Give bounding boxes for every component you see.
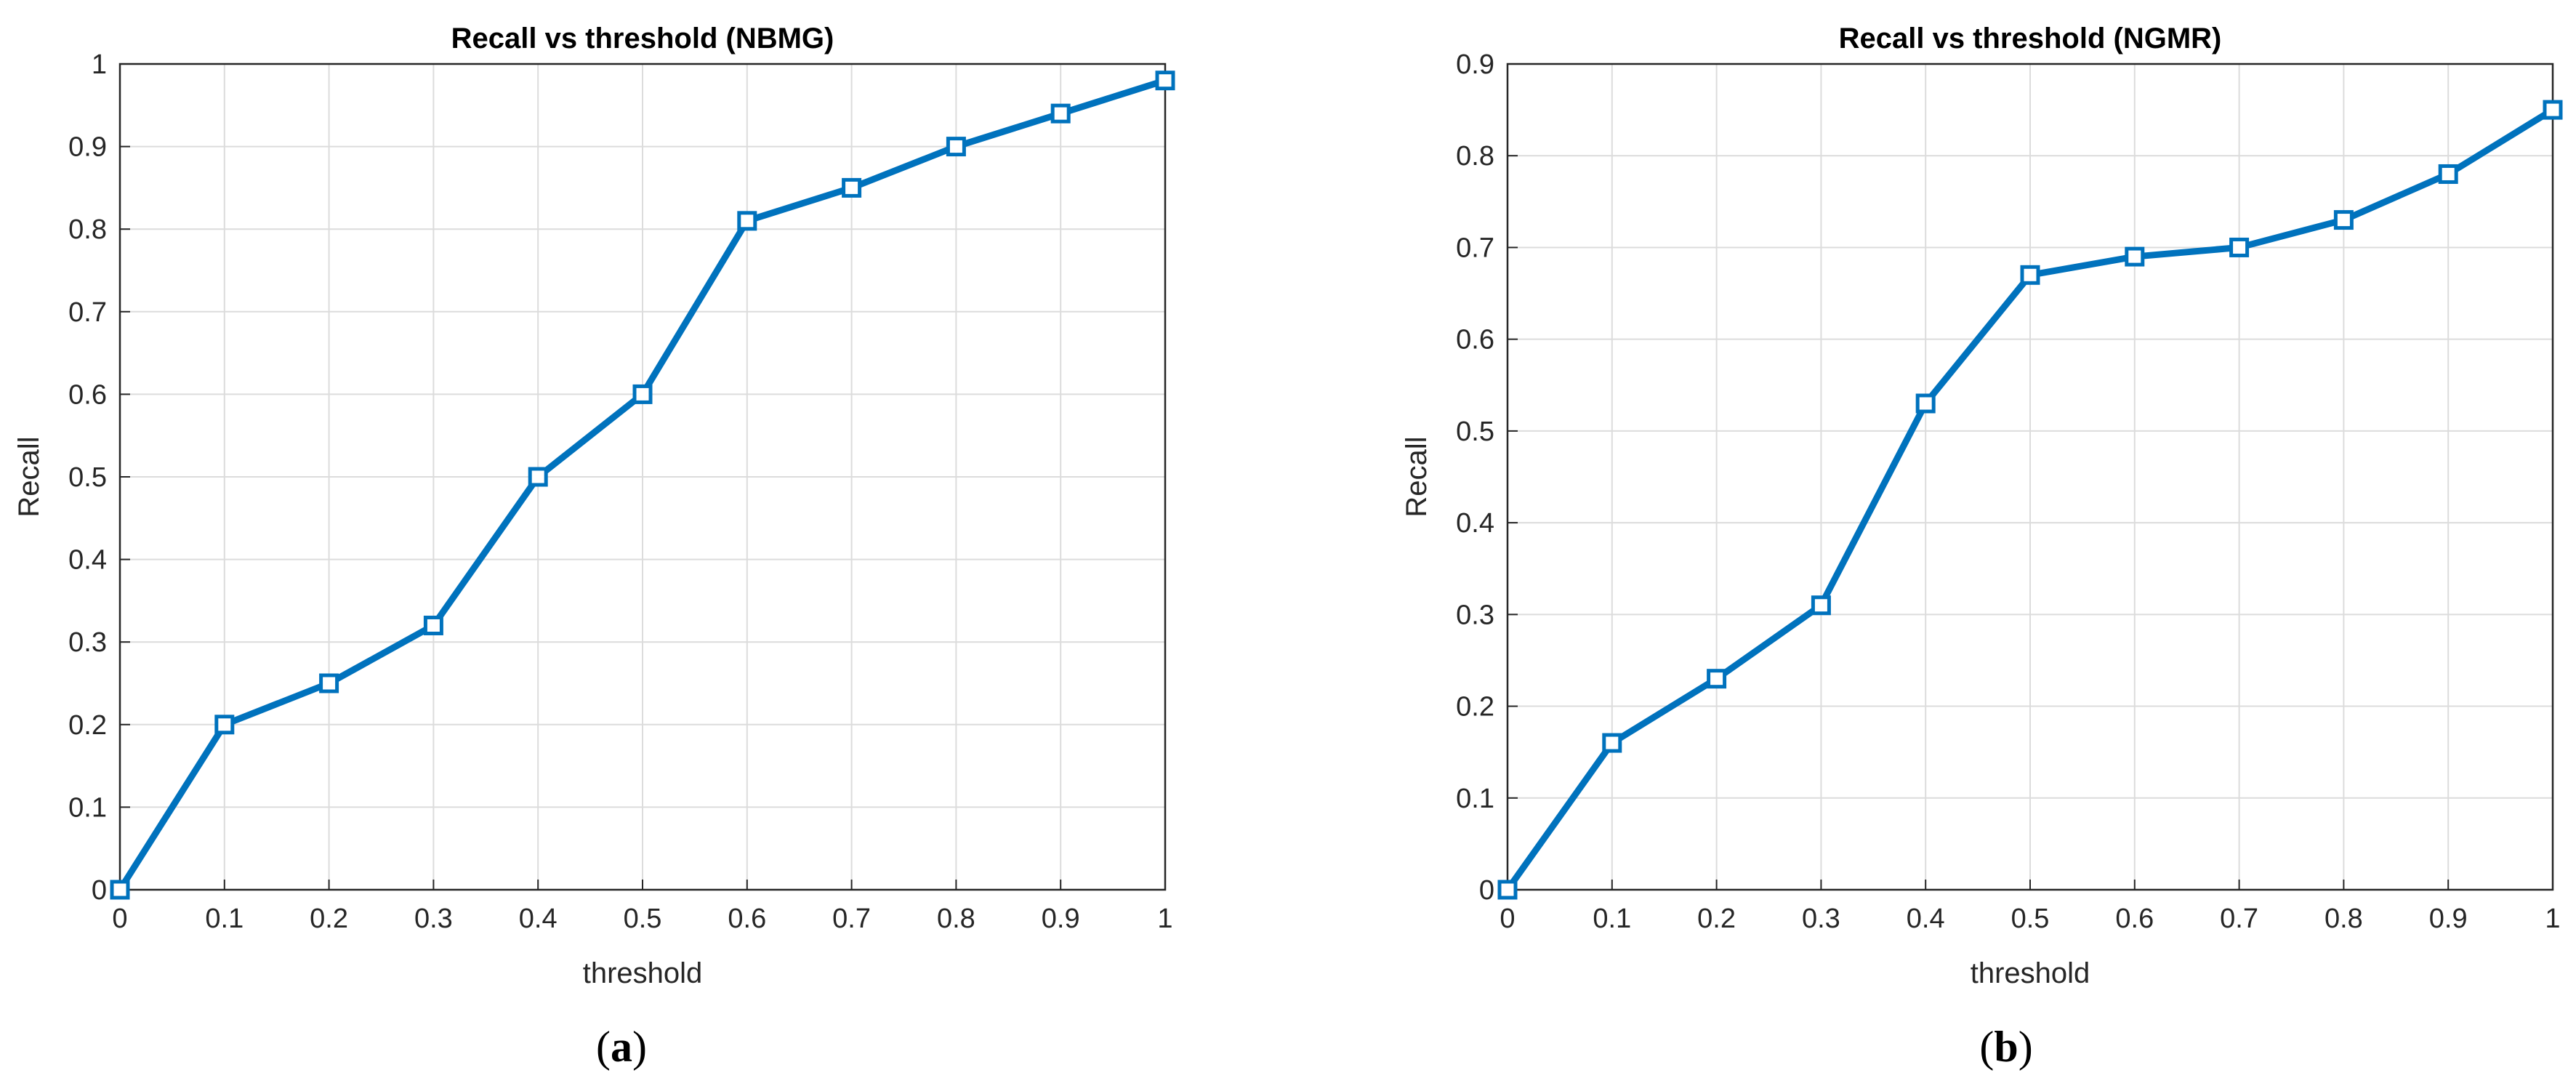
chart-b-y-tick-label: 0.3: [1456, 600, 1494, 630]
chart-a-y-tick-label: 0.1: [68, 792, 107, 823]
chart-a-caption: (a): [596, 1023, 647, 1071]
chart-a-x-tick-label: 0.8: [937, 904, 975, 934]
chart-a-x-tick-label: 0.9: [1042, 904, 1080, 934]
chart-b-y-tick-label: 0.8: [1456, 141, 1494, 172]
chart-b-y-tick-label: 0.4: [1456, 508, 1494, 539]
chart-b-y-tick-label: 0: [1479, 875, 1494, 906]
chart-a-data-point: [423, 615, 443, 635]
chart-b-y-tick-label: 0.1: [1456, 784, 1494, 814]
chart-a-data-point: [528, 467, 548, 487]
chart-b-y-tick-label: 0.2: [1456, 692, 1494, 723]
chart-b-x-axis-label: threshold: [1971, 957, 2090, 989]
chart-a-data-point: [1155, 71, 1175, 91]
chart-b-data-point: [2125, 246, 2145, 267]
chart-a-y-tick-label: 0.5: [68, 462, 107, 493]
chart-b-data-point: [2438, 164, 2458, 184]
chart-b-data-point: [2229, 237, 2250, 257]
chart-a-data-point: [842, 177, 862, 198]
chart-a-panel: 0 0.1 0.2 0.3 0.4 0.5 0.6 0.7 0.8 0.9 1 0 0.1 0.2 0.3 0…: [13, 23, 1175, 1071]
chart-b-x-tick-label: 0.9: [2429, 904, 2468, 934]
chart-a-data-point: [632, 384, 653, 404]
chart-b-panel: 0 0.1 0.2 0.3 0.4 0.5 0.6 0.7 0.8 0.9 1 0 0.1 0.2 0.3 0…: [1401, 23, 2563, 1071]
chart-a-y-tick-label: 0.2: [68, 710, 107, 741]
chart-b-x-tick-label: 0.1: [1593, 904, 1631, 934]
chart-b-x-tick-label: 0.6: [2115, 904, 2154, 934]
chart-a-x-tick-label: 1: [1157, 904, 1172, 934]
chart-b-caption: (b): [1979, 1023, 2032, 1071]
chart-a-x-tick-label: 0.5: [624, 904, 662, 934]
chart-b-data-point: [1602, 733, 1622, 753]
chart-a-data-point: [110, 880, 130, 900]
chart-b-x-tick-label: 1: [2545, 904, 2560, 934]
chart-a-y-tick-label: 0.8: [68, 214, 107, 245]
chart-b-x-tick-label: 0.8: [2325, 904, 2363, 934]
chart-a-x-tick-label: 0.1: [205, 904, 243, 934]
chart-a-x-tick-label: 0.7: [832, 904, 871, 934]
chart-b-data-point: [2333, 210, 2354, 230]
chart-b-data-point: [2020, 265, 2040, 285]
chart-b-y-tick-label: 0.9: [1456, 49, 1494, 80]
chart-b-x-tick-label: 0.5: [2011, 904, 2050, 934]
chart-b-y-tick-label: 0.7: [1456, 233, 1494, 263]
chart-a-y-tick-label: 0.3: [68, 627, 107, 658]
chart-a-y-tick-label: 0: [92, 875, 107, 906]
chart-a-x-tick-label: 0.3: [414, 904, 453, 934]
chart-a-data-point: [946, 137, 966, 157]
chart-b-y-tick-label: 0.5: [1456, 417, 1494, 447]
chart-b-x-tick-label: 0: [1500, 904, 1515, 934]
chart-b-y-axis-label: Recall: [1401, 436, 1433, 517]
chart-a-y-tick-label: 0.6: [68, 379, 107, 410]
chart-a-x-axis-label: threshold: [583, 957, 703, 989]
chart-b-x-tick-label: 0.7: [2220, 904, 2258, 934]
chart-a-y-tick-label: 0.7: [68, 297, 107, 328]
chart-a-x-tick-label: 0.4: [519, 904, 558, 934]
chart-a-y-axis-label: Recall: [13, 436, 45, 517]
chart-a-y-tick-label: 0.9: [68, 132, 107, 163]
chart-b-data-point: [1707, 669, 1727, 689]
chart-a-y-tick-label: 0.4: [68, 545, 107, 576]
chart-a-x-tick-label: 0.2: [310, 904, 348, 934]
chart-b-y-tick-label: 0.6: [1456, 325, 1494, 355]
chart-b-axes-box: [1506, 63, 2554, 891]
chart-b-title: Recall vs threshold (NGMR): [1839, 23, 2222, 55]
chart-a-data-point: [319, 673, 339, 693]
chart-a-axes-box: [118, 63, 1167, 891]
chart-b-data-point: [2543, 100, 2563, 120]
chart-b-x-tick-label: 0.3: [1802, 904, 1840, 934]
chart-a-data-point: [1050, 103, 1071, 124]
chart-b-data-point: [1811, 595, 1831, 616]
chart-b-x-tick-label: 0.2: [1697, 904, 1736, 934]
chart-b-data-point: [1915, 393, 1936, 414]
chart-a-data-point: [737, 211, 757, 231]
chart-a-data-point: [214, 715, 235, 735]
chart-a-y-tick-label: 1: [92, 49, 107, 80]
chart-a-x-tick-label: 0.6: [728, 904, 766, 934]
chart-a-x-tick-label: 0: [112, 904, 127, 934]
chart-b-x-tick-label: 0.4: [1907, 904, 1945, 934]
chart-a-title: Recall vs threshold (NBMG): [451, 23, 834, 55]
chart-b-data-point: [1497, 880, 1518, 900]
